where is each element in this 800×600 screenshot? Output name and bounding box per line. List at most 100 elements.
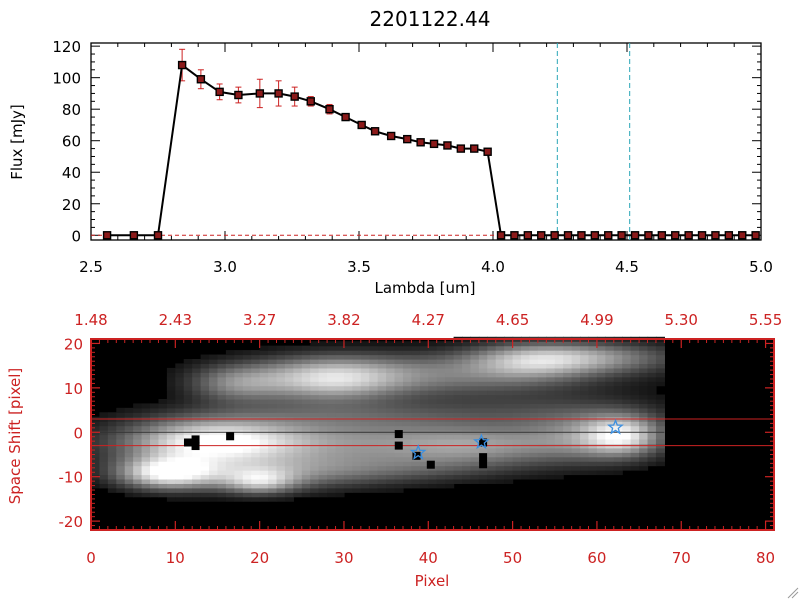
image-pixel — [529, 447, 539, 453]
image-pixel — [622, 341, 632, 347]
image-pixel — [563, 354, 573, 360]
image-pixel — [251, 470, 261, 476]
image-pixel — [234, 425, 244, 431]
image-pixel — [588, 367, 598, 373]
image-pixel — [453, 367, 463, 373]
spectrum-point — [550, 231, 559, 240]
image-pixel — [622, 363, 632, 369]
image-pixel — [411, 478, 421, 484]
image-pixel — [386, 465, 396, 471]
image-pixel — [276, 470, 286, 476]
image-pixel — [639, 345, 649, 351]
image-pixel — [200, 496, 210, 502]
image-pixel — [647, 412, 657, 418]
image-pixel — [462, 354, 472, 360]
image-pixel — [386, 376, 396, 382]
image-pixel — [537, 394, 547, 400]
image-pixel — [512, 470, 522, 476]
image-pixel — [546, 381, 556, 387]
image-pixel — [141, 461, 151, 467]
image-pixel — [402, 412, 413, 418]
image-pixel — [175, 394, 185, 400]
image-pixel — [175, 496, 185, 502]
image-pixel — [495, 407, 505, 413]
image-pixel — [588, 452, 598, 458]
image-bad-pixel — [479, 438, 488, 447]
resize-grip-icon[interactable] — [787, 587, 799, 599]
image-pixel — [386, 403, 396, 409]
image-pixel — [546, 452, 556, 458]
image-pixel — [436, 350, 446, 356]
image-pixel — [655, 403, 665, 409]
image-pixel — [166, 390, 176, 396]
image-pixel — [200, 407, 210, 413]
image-pixel — [166, 487, 176, 493]
image-pixel — [596, 398, 606, 405]
image-pixel — [487, 456, 497, 462]
image-pixel — [318, 447, 328, 453]
image-pixel — [225, 372, 235, 378]
image-pixel — [613, 394, 623, 400]
image-pixel — [622, 367, 632, 373]
image-pixel — [175, 483, 185, 489]
image-pixel — [377, 487, 387, 493]
image-pixel — [242, 381, 252, 387]
image-pixel — [327, 434, 337, 440]
image-pixel — [462, 394, 472, 400]
image-top-tick-label: 5.30 — [665, 311, 698, 329]
image-pixel — [386, 358, 396, 365]
image-pixel — [478, 341, 488, 347]
image-pixel — [259, 452, 269, 458]
image-pixel — [394, 461, 404, 467]
image-pixel — [630, 412, 640, 418]
image-pixel — [512, 447, 522, 453]
image-pixel — [647, 367, 657, 373]
image-pixel — [352, 487, 362, 493]
image-pixel — [605, 412, 615, 418]
image-pixel — [276, 465, 286, 471]
image-pixel — [242, 470, 252, 476]
image-pixel — [284, 496, 294, 502]
image-pixel — [605, 465, 615, 471]
image-pixel — [630, 425, 640, 431]
image-pixel — [487, 438, 497, 444]
image-pixel — [217, 421, 227, 427]
image-pixel — [588, 390, 598, 396]
image-pixel — [141, 447, 151, 453]
image-pixel — [563, 407, 573, 413]
image-pixel — [554, 385, 564, 391]
image-pixel — [183, 372, 193, 378]
image-pixel — [605, 363, 615, 369]
image-pixel — [327, 438, 337, 444]
image-pixel — [613, 381, 623, 387]
image-pixel — [428, 341, 438, 347]
image-bad-pixel — [479, 453, 488, 462]
image-pixel — [276, 376, 286, 382]
image-pixel — [521, 474, 531, 480]
image-pixel — [318, 456, 328, 462]
image-pixel — [200, 470, 210, 476]
image-pixel — [99, 483, 109, 489]
image-pixel — [225, 385, 235, 391]
image-pixel — [242, 350, 252, 356]
image-pixel — [327, 447, 337, 453]
image-pixel — [310, 358, 320, 365]
image-pixel — [377, 358, 387, 365]
image-pixel — [99, 434, 109, 440]
image-pixel — [360, 341, 370, 347]
image-y-axis-label: Space Shift [pixel] — [6, 368, 24, 505]
image-pixel — [546, 434, 556, 440]
image-pixel — [166, 456, 176, 462]
image-pixel — [327, 425, 337, 431]
image-pixel — [301, 345, 311, 351]
image-pixel — [554, 376, 564, 382]
image-pixel — [529, 474, 539, 480]
image-pixel — [360, 483, 370, 489]
image-pixel — [327, 341, 337, 347]
image-pixel — [462, 478, 472, 484]
image-pixel — [234, 412, 244, 418]
image-pixel — [571, 470, 581, 476]
image-pixel — [655, 350, 665, 356]
image-pixel — [318, 461, 328, 467]
image-pixel — [251, 456, 261, 462]
